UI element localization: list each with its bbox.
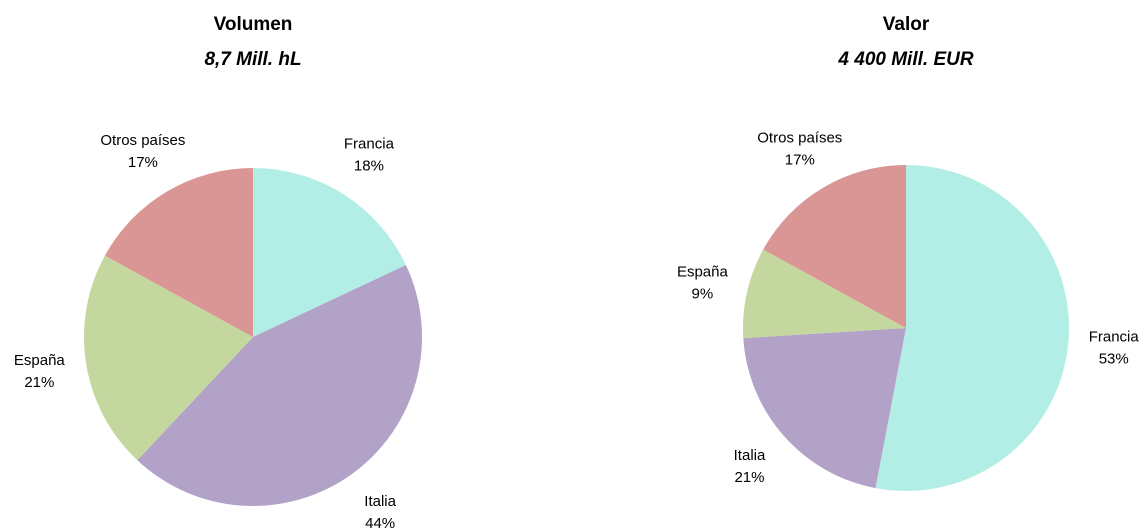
- slice-value-label: 21%: [24, 374, 54, 391]
- slice-value-label: 21%: [734, 469, 764, 486]
- pie-slice: [137, 265, 423, 507]
- chart-subtitle: 4 400 Mill. EUR: [837, 49, 973, 70]
- slice-label: España: [677, 263, 729, 280]
- chart-title: Valor: [883, 14, 930, 35]
- slice-label: Francia: [344, 135, 395, 152]
- pie-slice: [104, 168, 253, 337]
- pie-slice: [743, 249, 906, 339]
- slice-value-label: 18%: [354, 157, 384, 174]
- slice-label: Italia: [364, 493, 396, 510]
- slice-value-label: 9%: [692, 285, 714, 302]
- pie-slice: [875, 165, 1069, 492]
- slice-label: Otros países: [100, 132, 185, 149]
- slice-label: Francia: [1089, 329, 1140, 346]
- slice-value-label: 17%: [785, 151, 815, 168]
- chart-subtitle: 8,7 Mill. hL: [204, 49, 301, 70]
- slice-label: Italia: [734, 447, 766, 464]
- slice-label: España: [14, 352, 66, 369]
- pie-slice: [763, 165, 906, 328]
- slice-value-label: 44%: [365, 515, 395, 532]
- slice-value-label: 53%: [1099, 351, 1129, 368]
- chart-title: Volumen: [214, 14, 293, 35]
- pie-slice: [743, 328, 906, 489]
- slice-value-label: 17%: [128, 154, 158, 171]
- pie-slice: [83, 255, 253, 461]
- pie-slice: [253, 168, 406, 337]
- slice-label: Otros países: [757, 129, 842, 146]
